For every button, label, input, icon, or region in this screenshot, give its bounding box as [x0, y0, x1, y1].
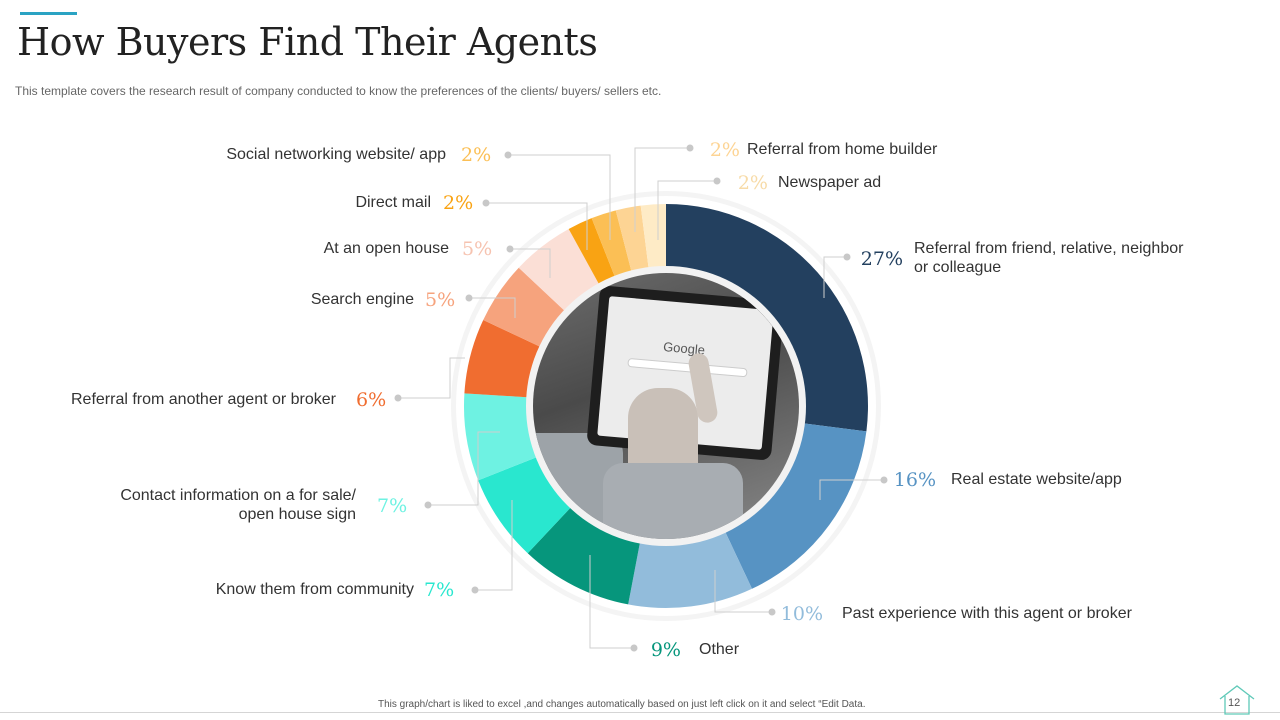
page-subtitle: This template covers the research result…: [15, 84, 662, 98]
home-icon[interactable]: [1217, 684, 1257, 716]
slice-referral-from-home-builder[interactable]: [615, 205, 650, 279]
leader-line: [589, 555, 634, 649]
leader-line: [428, 431, 500, 506]
category-label-contact-information-on-a-for-sale-open-house-sign: Contact information on a for sale/open h…: [120, 487, 356, 523]
value-label-search-engine: 5%: [425, 289, 455, 311]
leader-lines: [394, 144, 888, 652]
value-label-referral-from-home-builder: 2%: [710, 139, 740, 161]
leader-line: [634, 147, 690, 232]
category-label-at-an-open-house: At an open house: [324, 240, 450, 257]
slice-referral-from-another-agent-or-broker[interactable]: [464, 319, 547, 398]
center-photo: Google: [533, 273, 799, 539]
leader-line: [714, 570, 772, 613]
search-bar-icon: [627, 357, 748, 378]
value-label-past-experience-with-this-agent-or-broker: 10%: [781, 603, 823, 625]
photo-sleeve-right: [603, 463, 743, 539]
leader-line: [657, 180, 717, 240]
slice-at-an-open-house[interactable]: [518, 228, 603, 316]
category-label-referral-from-another-agent-or-broker: Referral from another agent or broker: [71, 391, 337, 408]
leader-dot: [471, 586, 479, 594]
title-accent-line: [20, 12, 77, 15]
category-label-social-networking-website-app: Social networking website/ app: [226, 146, 446, 163]
leader-line: [508, 154, 611, 240]
leader-line: [469, 297, 516, 318]
category-label-real-estate-website-app: Real estate website/app: [951, 471, 1122, 488]
category-label-referral-from-friend-relative-neighbor-or-colleague: Referral from friend, relative, neighbor…: [914, 240, 1184, 276]
category-label-direct-mail: Direct mail: [355, 194, 431, 211]
value-label-other: 9%: [651, 639, 681, 661]
category-label-know-them-from-community: Know them from community: [216, 581, 414, 598]
value-label-social-networking-website-app: 2%: [461, 144, 491, 166]
slice-search-engine[interactable]: [483, 267, 570, 350]
value-label-direct-mail: 2%: [443, 192, 473, 214]
value-label-referral-from-friend-relative-neighbor-or-colleague: 27%: [861, 248, 903, 270]
leader-line: [823, 256, 847, 298]
slice-social-networking-website-app[interactable]: [591, 210, 634, 284]
leader-dot: [465, 294, 473, 302]
value-label-know-them-from-community: 7%: [424, 579, 454, 601]
footer-divider: [0, 712, 1280, 713]
leader-dot: [482, 199, 490, 207]
slice-contact-information-on-a-for-sale-open-house-sign[interactable]: [464, 393, 544, 481]
category-label-search-engine: Search engine: [311, 291, 414, 308]
leader-line: [510, 248, 551, 278]
category-label-past-experience-with-this-agent-or-broker: Past experience with this agent or broke…: [842, 605, 1133, 622]
leader-line: [486, 202, 588, 250]
page-number: 12: [1228, 697, 1241, 709]
slice-real-estate-website-app[interactable]: [722, 422, 867, 589]
leader-dot: [713, 177, 721, 185]
value-label-real-estate-website-app: 16%: [894, 469, 936, 491]
slice-past-experience-with-this-agent-or-broker[interactable]: [628, 525, 753, 608]
value-label-at-an-open-house: 5%: [462, 238, 492, 260]
slice-direct-mail[interactable]: [568, 218, 618, 291]
leader-dot: [630, 644, 638, 652]
leader-dot: [506, 245, 514, 253]
footer-note: This graph/chart is liked to excel ,and …: [378, 699, 866, 710]
leader-line: [819, 479, 884, 500]
value-label-newspaper-ad: 2%: [738, 172, 768, 194]
leader-dot: [768, 608, 776, 616]
slice-newspaper-ad[interactable]: [640, 204, 666, 276]
value-label-referral-from-another-agent-or-broker: 6%: [356, 389, 386, 411]
leader-dot: [424, 501, 432, 509]
leader-line: [398, 357, 465, 399]
category-label-newspaper-ad: Newspaper ad: [778, 174, 881, 191]
leader-dot: [686, 144, 694, 152]
page-title: How Buyers Find Their Agents: [17, 20, 598, 64]
leader-dot: [843, 253, 851, 261]
category-label-other: Other: [699, 641, 740, 658]
leader-line: [475, 500, 513, 591]
leader-dot: [394, 394, 402, 402]
leader-dot: [880, 476, 888, 484]
value-label-contact-information-on-a-for-sale-open-house-sign: 7%: [377, 495, 407, 517]
category-label-referral-from-home-builder: Referral from home builder: [747, 141, 938, 158]
leader-dot: [504, 151, 512, 159]
data-labels: 27% Referral from friend, relative, neigh…: [71, 139, 1184, 661]
